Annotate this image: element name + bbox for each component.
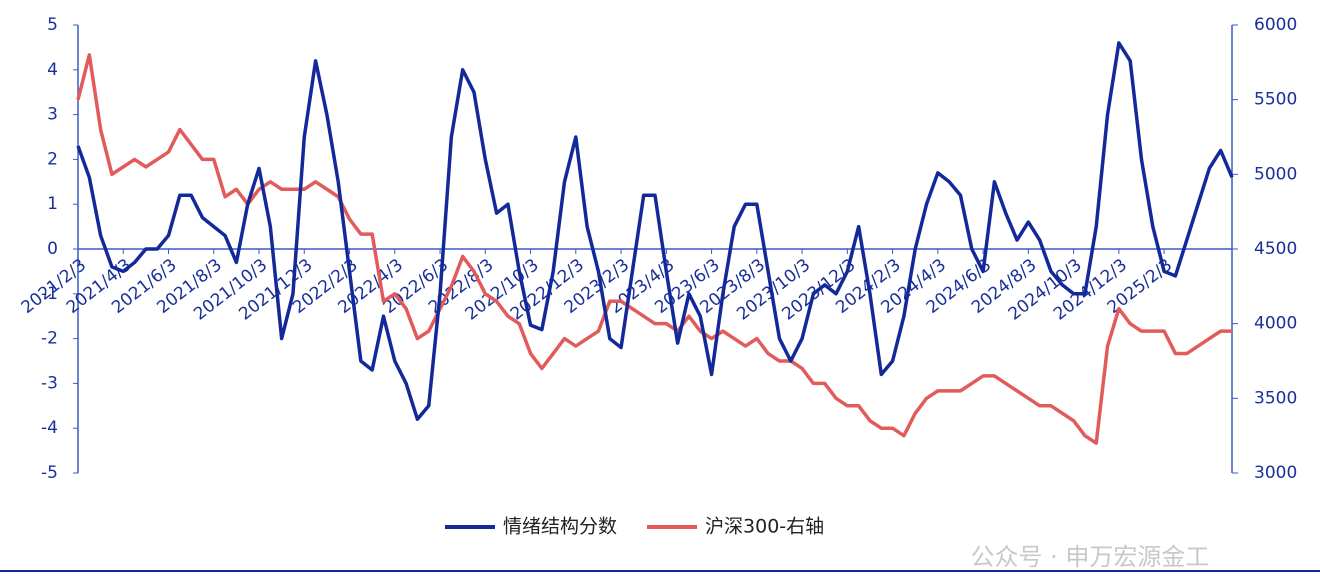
y2-tick-label: 5500 (1254, 90, 1297, 110)
y-tick-label: -1 (41, 284, 58, 304)
y-tick-label: 2 (47, 149, 58, 169)
y2-tick-label: 4500 (1254, 239, 1297, 259)
series-line (76, 41, 1234, 421)
y-tick-label: 3 (47, 105, 58, 125)
y-tick-label: -2 (41, 329, 58, 349)
y-tick-label: 5 (47, 15, 58, 35)
legend-label: 沪深300-右轴 (705, 516, 824, 538)
series-line (76, 53, 1232, 445)
y-tick-label: 0 (47, 239, 58, 259)
y-tick-label: 1 (47, 194, 58, 214)
y-tick-label: -4 (41, 418, 58, 438)
y-tick-label: -3 (41, 373, 58, 393)
y-tick-label: -5 (41, 463, 58, 483)
y2-tick-label: 6000 (1254, 15, 1297, 35)
y2-tick-label: 4000 (1254, 314, 1297, 334)
legend-label: 情绪结构分数 (503, 516, 617, 538)
y2-tick-label: 3000 (1254, 463, 1297, 483)
watermark: 公众号 · 申万宏源金工 (971, 543, 1210, 571)
y2-tick-label: 5000 (1254, 164, 1297, 184)
y-tick-label: 4 (47, 60, 58, 80)
y2-tick-label: 3500 (1254, 388, 1297, 408)
